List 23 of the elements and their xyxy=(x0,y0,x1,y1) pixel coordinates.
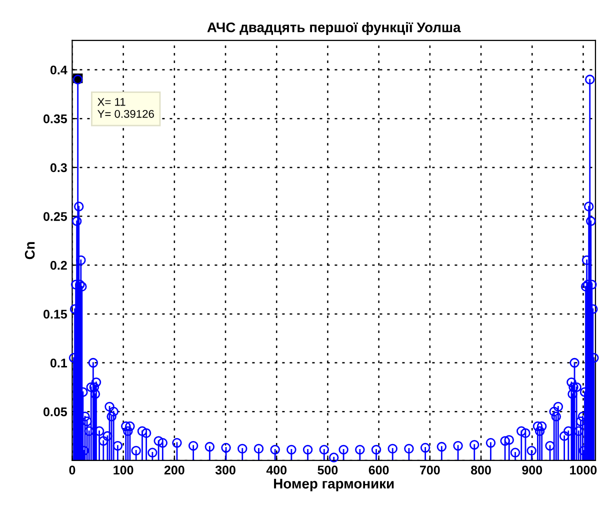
x-tick-label: 800 xyxy=(470,466,491,475)
x-tick-label: 500 xyxy=(318,466,338,475)
chart-title: АЧС двадцять першої функції Уолша xyxy=(207,22,461,36)
x-tick-label: 600 xyxy=(368,466,389,475)
y-tick-label: 0.2 xyxy=(50,260,67,270)
y-tick-label: 0.35 xyxy=(44,114,68,124)
x-tick-label: 900 xyxy=(522,466,542,475)
y-tick-label: 0.1 xyxy=(50,358,68,368)
x-tick-label: 1000 xyxy=(570,466,597,475)
annotation: X= 11 Y= 0.39126 xyxy=(98,98,154,118)
x-tick-label: 100 xyxy=(114,466,134,475)
y-axis-title: Cn xyxy=(24,242,35,260)
y-tick-label: 0.4 xyxy=(50,66,68,74)
y-tick-label: 0.05 xyxy=(44,407,68,416)
x-tick-label: 200 xyxy=(164,466,184,475)
x-tick-label: 300 xyxy=(215,466,236,475)
x-axis-title: Номер гармоники xyxy=(274,478,394,492)
y-tick-label: 0.25 xyxy=(44,212,68,221)
y-tick-label: 0.3 xyxy=(50,163,67,172)
y-tick-label: 0.15 xyxy=(44,310,68,319)
x-tick-label: 700 xyxy=(420,466,440,475)
x-tick-label: 400 xyxy=(266,466,287,475)
x-tick-label: 0 xyxy=(69,466,76,475)
